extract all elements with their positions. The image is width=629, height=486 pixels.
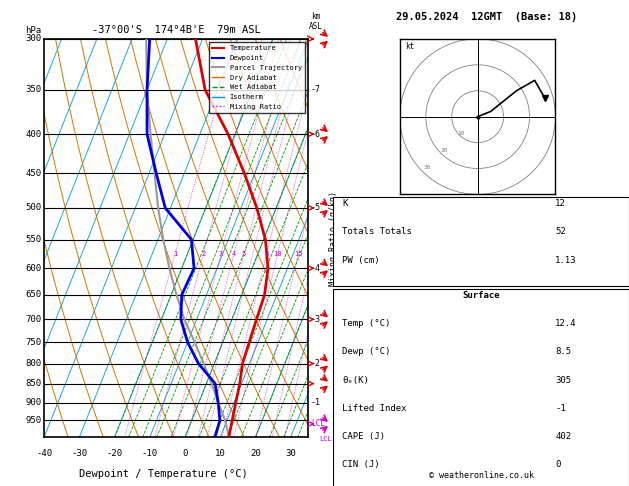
Text: -5: -5: [311, 204, 321, 212]
Text: K: K: [342, 199, 348, 208]
Text: 10: 10: [273, 251, 282, 257]
Text: -2: -2: [311, 359, 321, 368]
Text: 850: 850: [25, 379, 42, 388]
Text: 10: 10: [457, 131, 465, 136]
Text: Temp (°C): Temp (°C): [342, 319, 391, 329]
Text: © weatheronline.co.uk: © weatheronline.co.uk: [429, 471, 533, 480]
Text: 30: 30: [285, 450, 296, 458]
Text: Dewpoint / Temperature (°C): Dewpoint / Temperature (°C): [79, 469, 247, 479]
Text: LCL: LCL: [311, 419, 325, 428]
Text: 400: 400: [25, 130, 42, 139]
Text: 52: 52: [555, 227, 566, 237]
Bar: [333, 289, 629, 486]
Text: -1: -1: [555, 404, 566, 413]
Text: 20: 20: [440, 148, 448, 153]
Text: 700: 700: [25, 315, 42, 324]
Text: 2: 2: [201, 251, 206, 257]
Text: 20: 20: [250, 450, 261, 458]
Text: CAPE (J): CAPE (J): [342, 432, 385, 441]
Text: 300: 300: [25, 35, 42, 43]
Text: 402: 402: [555, 432, 571, 441]
Text: 29.05.2024  12GMT  (Base: 18): 29.05.2024 12GMT (Base: 18): [396, 12, 577, 22]
Text: PW (cm): PW (cm): [342, 256, 380, 265]
Text: km
ASL: km ASL: [309, 12, 323, 31]
Text: hPa: hPa: [25, 26, 42, 35]
Text: -6: -6: [311, 130, 321, 139]
Text: 12.4: 12.4: [555, 319, 577, 329]
Text: 305: 305: [555, 376, 571, 385]
Text: -3: -3: [311, 315, 321, 324]
Text: Lifted Index: Lifted Index: [342, 404, 407, 413]
Text: 550: 550: [25, 235, 42, 244]
Text: -1: -1: [311, 398, 321, 407]
Text: 3: 3: [219, 251, 223, 257]
Text: Mixing Ratio (g/kg): Mixing Ratio (g/kg): [330, 191, 338, 286]
Text: 500: 500: [25, 204, 42, 212]
Text: 0: 0: [182, 450, 187, 458]
Text: CIN (J): CIN (J): [342, 460, 380, 469]
Text: 10: 10: [214, 450, 226, 458]
Text: 8.5: 8.5: [555, 347, 571, 357]
Text: -4: -4: [311, 264, 321, 273]
Text: Surface: Surface: [462, 291, 500, 300]
Text: -20: -20: [106, 450, 123, 458]
Text: 5: 5: [242, 251, 246, 257]
Text: kt: kt: [405, 42, 415, 51]
Text: 4: 4: [231, 251, 236, 257]
Text: 8: 8: [264, 251, 269, 257]
Text: -7: -7: [311, 86, 321, 94]
Text: 15: 15: [294, 251, 303, 257]
Text: θₑ(K): θₑ(K): [342, 376, 369, 385]
Text: 350: 350: [25, 86, 42, 94]
Text: -30: -30: [71, 450, 87, 458]
Text: 30: 30: [423, 165, 431, 170]
Text: 450: 450: [25, 169, 42, 177]
Text: 650: 650: [25, 290, 42, 299]
Text: 750: 750: [25, 338, 42, 347]
Text: -10: -10: [142, 450, 158, 458]
Title: -37°00'S  174°4B'E  79m ASL: -37°00'S 174°4B'E 79m ASL: [92, 25, 260, 35]
Text: 1: 1: [173, 251, 177, 257]
Text: 900: 900: [25, 398, 42, 407]
Text: Totals Totals: Totals Totals: [342, 227, 412, 237]
Text: 600: 600: [25, 264, 42, 273]
Text: 950: 950: [25, 416, 42, 425]
Text: Dewp (°C): Dewp (°C): [342, 347, 391, 357]
Text: 800: 800: [25, 359, 42, 368]
Legend: Temperature, Dewpoint, Parcel Trajectory, Dry Adiabat, Wet Adiabat, Isotherm, Mi: Temperature, Dewpoint, Parcel Trajectory…: [209, 42, 304, 113]
Text: 12: 12: [555, 199, 566, 208]
Text: 0: 0: [555, 460, 560, 469]
Text: 1.13: 1.13: [555, 256, 577, 265]
Text: LCL: LCL: [319, 436, 332, 442]
Text: -40: -40: [36, 450, 52, 458]
Bar: [333, 197, 629, 286]
